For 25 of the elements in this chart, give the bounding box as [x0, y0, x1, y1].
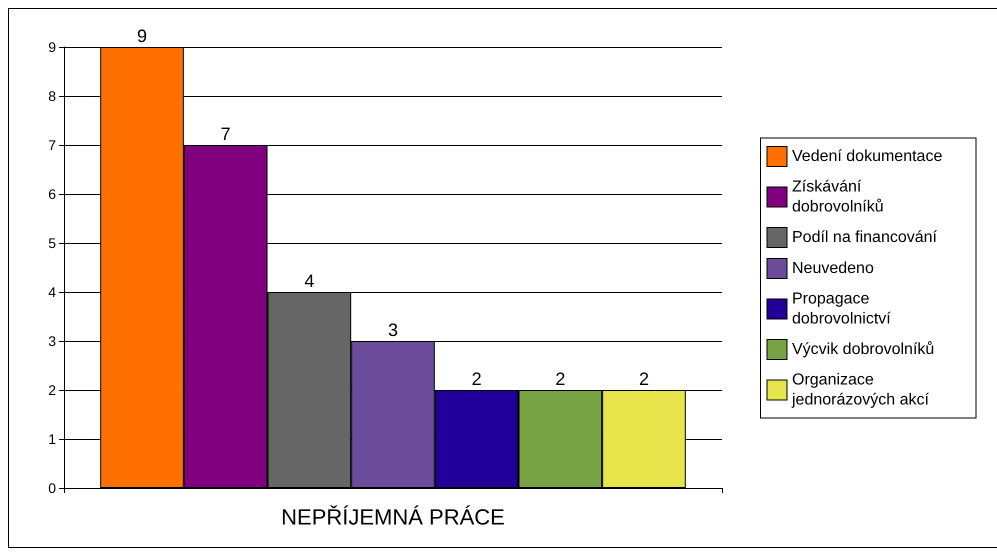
legend-label: Organizace jednorázových akcí [791, 372, 930, 408]
y-tick-label: 9 [48, 39, 56, 55]
data-label: 2 [472, 369, 482, 389]
legend-label: Neuvedeno [792, 260, 874, 277]
y-tick-label: 8 [48, 88, 56, 104]
y-tick-label: 1 [48, 431, 56, 447]
data-label: 7 [220, 124, 231, 144]
y-tick-label: 0 [48, 480, 56, 496]
data-label: 3 [388, 320, 398, 340]
legend-label: Získávání dobrovolníků [792, 178, 884, 216]
data-label: 2 [555, 369, 566, 389]
y-tick-label: 4 [48, 284, 56, 300]
y-tick-label: 3 [48, 333, 56, 349]
legend-label: Výcvik dobrovolníků [792, 341, 934, 358]
x-tick-label: NEPŘÍJEMNÁ PRÁCE [281, 504, 505, 530]
legend-label: Propagace dobrovolnictví [792, 290, 892, 328]
y-tick-label: 6 [48, 186, 56, 202]
data-label: 9 [137, 26, 148, 46]
data-label: 4 [304, 271, 314, 291]
legend-label: Vedení dokumentace [792, 148, 942, 165]
data-label: 2 [638, 369, 649, 389]
y-tick-label: 7 [48, 137, 56, 153]
y-tick-label: 5 [48, 235, 56, 251]
y-tick-label: 2 [48, 382, 56, 398]
legend-label: Podíl na financování [792, 229, 938, 246]
